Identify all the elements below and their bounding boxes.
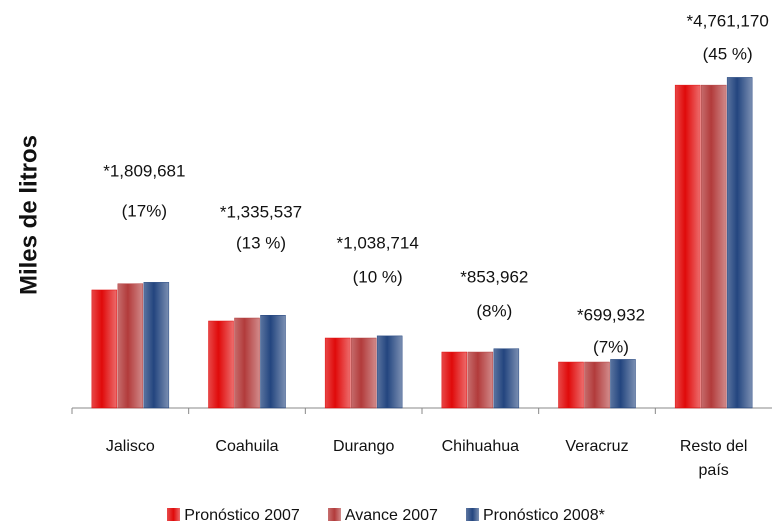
bar xyxy=(208,320,234,409)
x-tick-label: Coahuila xyxy=(215,438,279,455)
x-tick-label: Durango xyxy=(332,438,395,455)
legend-label: Pronóstico 2008* xyxy=(482,507,605,524)
share-label: (10 %) xyxy=(353,267,403,286)
value-label: *4,761,170 xyxy=(687,11,769,30)
legend-item: Avance 2007 xyxy=(327,507,438,524)
share-label: (8%) xyxy=(476,301,512,320)
x-tick-label: Chihuahua xyxy=(441,438,520,455)
bar xyxy=(143,282,170,409)
bar xyxy=(441,351,468,409)
bar xyxy=(260,315,286,409)
bar xyxy=(726,77,753,409)
bar xyxy=(610,359,636,409)
value-label: *1,335,537 xyxy=(220,202,302,221)
x-tick-label: Veracruz xyxy=(565,438,629,455)
legend-item: Pronóstico 2007 xyxy=(167,507,300,524)
bar xyxy=(584,361,610,409)
legend-swatch xyxy=(327,508,341,521)
legend-label: Pronóstico 2007 xyxy=(184,507,300,524)
bar xyxy=(350,337,377,409)
legend-swatch xyxy=(167,508,181,521)
bar xyxy=(700,84,727,409)
value-label: *1,038,714 xyxy=(337,233,419,252)
legend-label: Avance 2007 xyxy=(344,507,438,524)
share-label: (45 %) xyxy=(703,44,753,63)
bar xyxy=(558,361,584,409)
bar xyxy=(117,283,144,409)
legend: Pronóstico 2007 Avance 2007 Pronóstico 200… xyxy=(0,507,772,525)
value-label: *1,809,681 xyxy=(103,161,185,180)
bar xyxy=(234,317,260,409)
y-axis-label: Miles de litros xyxy=(15,135,42,295)
share-label: (7%) xyxy=(593,337,629,356)
value-label: *699,932 xyxy=(577,305,645,324)
legend-swatch xyxy=(465,508,479,521)
bar xyxy=(467,351,494,409)
bar xyxy=(91,289,118,409)
value-label: *853,962 xyxy=(460,267,528,286)
share-label: (17%) xyxy=(122,201,167,220)
bar xyxy=(324,337,351,409)
share-label: (13 %) xyxy=(236,233,286,252)
x-tick-label: Jalisco xyxy=(105,438,155,455)
x-tick-label: Resto del país xyxy=(679,438,748,479)
legend-item: Pronóstico 2008* xyxy=(465,507,605,524)
bar xyxy=(674,84,701,409)
bar xyxy=(376,335,403,409)
bar xyxy=(493,348,520,409)
